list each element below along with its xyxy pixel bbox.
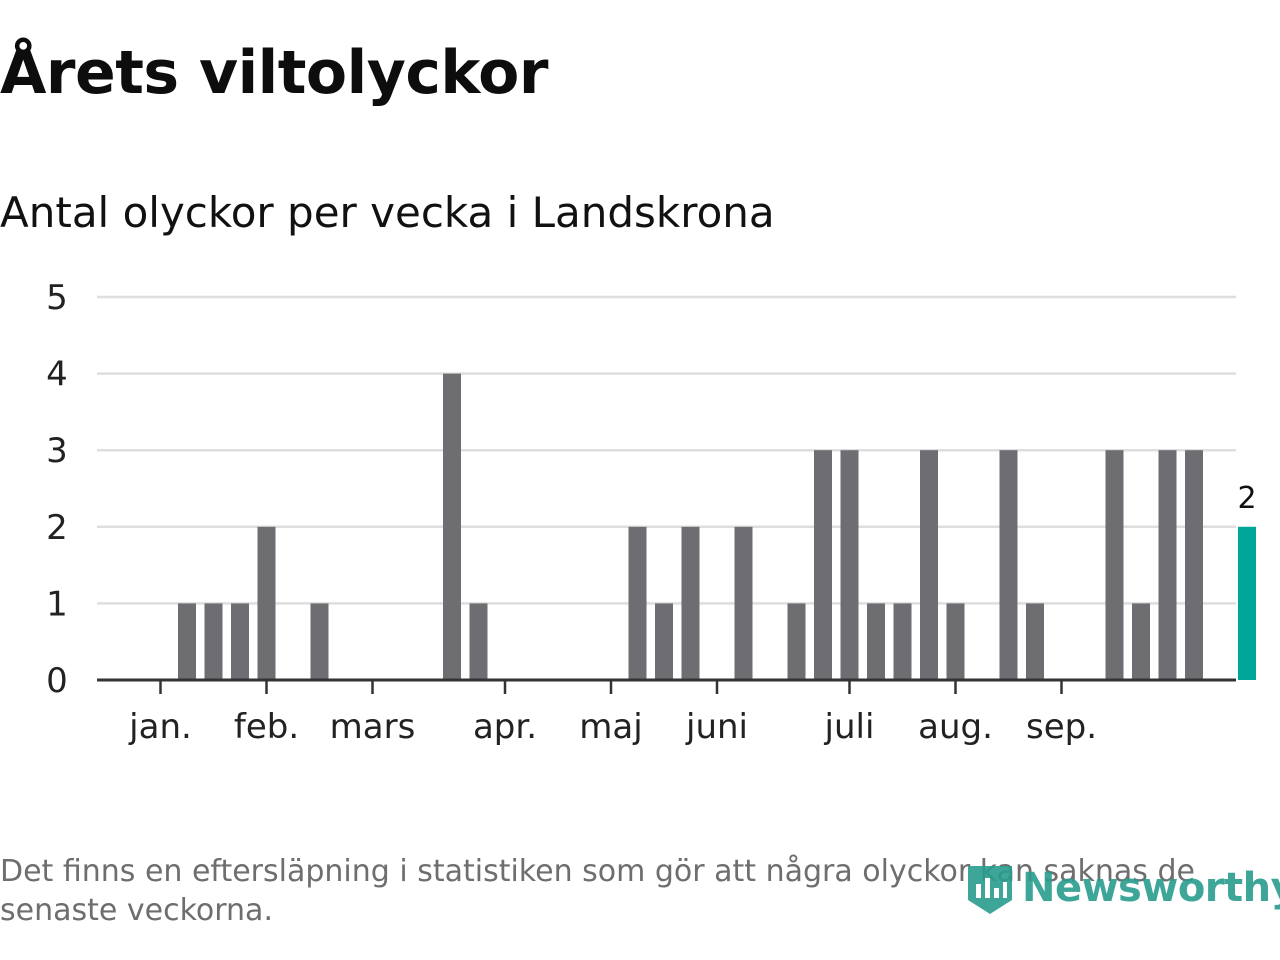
bar-v4 (204, 603, 223, 680)
bars (178, 373, 1256, 680)
y-tick-label-5: 5 (46, 278, 68, 318)
value-label-current-week: 2 (1237, 481, 1256, 516)
chart-title: Årets viltolyckor (0, 38, 549, 108)
bar-v41 (1185, 450, 1203, 680)
x-tick-label-apr.: apr. (473, 707, 537, 747)
y-tick-label-1: 1 (46, 584, 68, 624)
chart-bar-shield-icon (968, 866, 1012, 914)
bar-current-week (1238, 526, 1256, 680)
bar-v32 (946, 603, 965, 680)
bar-v5 (231, 603, 249, 680)
gridlines (97, 295, 1236, 605)
x-tick-label-jan.: jan. (128, 707, 192, 747)
bar-v31 (920, 450, 938, 680)
bar-v13 (443, 373, 461, 680)
brand-name: Newsworthy (1022, 865, 1280, 911)
bar-v30 (893, 603, 912, 680)
bar-v20 (628, 526, 647, 680)
y-tick-label-4: 4 (46, 355, 68, 395)
bar-v35 (1026, 603, 1044, 680)
x-tick-label-juni: juni (685, 707, 748, 747)
y-tick-label-2: 2 (46, 508, 68, 548)
bar-v21 (655, 603, 673, 680)
bar-v39 (1132, 603, 1150, 680)
brand-logo: Newsworthy (964, 860, 1280, 916)
bar-v8 (310, 603, 329, 680)
x-tick-label-aug.: aug. (918, 707, 993, 747)
bar-v14 (469, 603, 488, 680)
bar-v24 (734, 526, 753, 680)
bar-v29 (867, 603, 885, 680)
y-axis-ticks: 0 1 2 3 4 5 (46, 278, 68, 701)
bar-v6 (257, 526, 276, 680)
bar-v27 (814, 450, 832, 680)
x-tick-label-mars: mars (330, 707, 416, 747)
bar-v22 (681, 526, 700, 680)
x-tick-label-juli: juli (824, 707, 875, 747)
x-axis: jan. feb. mars apr. maj juni juli aug. sep. (97, 678, 1236, 747)
chart-subtitle: Antal olyckor per vecka i Landskrona (0, 188, 775, 237)
value-labels: 2 (1237, 481, 1256, 516)
x-tick-label-sep.: sep. (1026, 707, 1097, 747)
bar-v26 (787, 603, 806, 680)
bar-v40 (1158, 450, 1177, 680)
x-tick-label-feb.: feb. (234, 707, 299, 747)
y-tick-label-3: 3 (46, 431, 68, 471)
y-tick-label-0: 0 (46, 661, 68, 701)
bar-v38 (1105, 450, 1124, 680)
bar-chart: 0 1 2 3 4 5 jan. feb. mars apr. maj juni juli aug. se… (46, 278, 1256, 747)
bar-v28 (840, 450, 859, 680)
bar-v3 (178, 603, 196, 680)
bar-v34 (999, 450, 1018, 680)
x-tick-label-maj: maj (579, 707, 642, 747)
